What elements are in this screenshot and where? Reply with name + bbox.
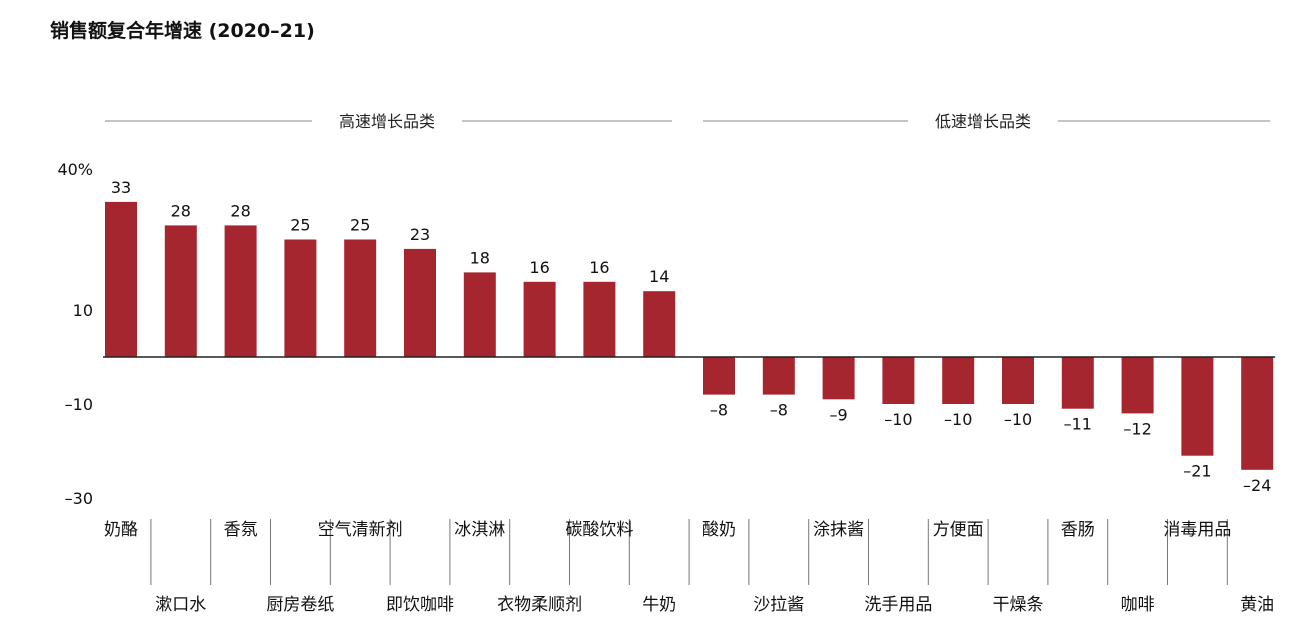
bar [1061, 357, 1094, 409]
bar [224, 225, 257, 357]
value-label: –10 [884, 410, 912, 429]
category-label: 漱口水 [155, 595, 206, 615]
value-label: –8 [710, 401, 728, 420]
value-label: –24 [1243, 476, 1271, 495]
bar [164, 225, 197, 357]
category-label: 即饮咖啡 [386, 595, 454, 615]
value-label: –10 [1004, 410, 1032, 429]
category-label: 酸奶 [702, 520, 736, 540]
category-label: 厨房卷纸 [266, 595, 334, 615]
y-tick-label: –30 [65, 489, 93, 508]
value-label: –12 [1123, 419, 1151, 438]
bar [643, 291, 676, 357]
category-label: 奶酪 [104, 520, 138, 540]
bar [1002, 357, 1034, 404]
bar [523, 281, 556, 357]
category-label: 咖啡 [1121, 595, 1155, 615]
bar [583, 281, 616, 357]
bar [762, 357, 795, 395]
bar [344, 239, 377, 357]
bar [1241, 357, 1274, 470]
value-label: 14 [649, 267, 669, 286]
value-label: 23 [410, 225, 430, 244]
bar [703, 357, 735, 395]
value-label: 28 [171, 201, 191, 220]
category-label: 香氛 [224, 520, 258, 540]
category-label: 空气清新剂 [318, 520, 403, 540]
chart-title: 销售额复合年增速 (2020–21) [50, 20, 315, 42]
value-label: 16 [589, 258, 609, 277]
category-label: 冰淇淋 [454, 520, 505, 540]
value-label: 28 [230, 201, 250, 220]
low-growth-group-label: 低速增长品类 [935, 112, 1031, 131]
high-growth-group-label: 高速增长品类 [339, 112, 435, 131]
value-label: 25 [350, 216, 370, 235]
value-label: 25 [290, 216, 310, 235]
value-label: 33 [111, 178, 131, 197]
value-labels: 33 28 28 25 25 23 18 16 16 14 –8 –8 –9 –10 –10 –10 –11 –1… [111, 178, 1272, 495]
category-label: 衣物柔顺剂 [497, 595, 582, 615]
bars [105, 201, 1274, 470]
y-tick-label: 40% [57, 160, 93, 179]
value-label: –8 [770, 401, 788, 420]
value-label: 18 [470, 248, 490, 267]
category-label: 香肠 [1061, 520, 1095, 540]
value-label: –11 [1064, 415, 1092, 434]
category-label: 干燥条 [993, 595, 1044, 615]
bar [105, 201, 137, 357]
category-label: 沙拉酱 [753, 595, 804, 615]
bar [822, 357, 855, 400]
bar [404, 248, 436, 357]
category-label: 牛奶 [642, 595, 676, 615]
category-label: 涂抹酱 [813, 520, 864, 540]
value-label: –21 [1183, 462, 1211, 481]
category-label: 黄油 [1240, 595, 1274, 615]
bar [284, 239, 317, 357]
category-separators [150, 519, 1228, 585]
bar [1181, 357, 1214, 456]
group-header-rules: 高速增长品类 低速增长品类 [105, 112, 1270, 131]
value-label: –9 [830, 405, 848, 424]
bar [942, 357, 975, 404]
category-label: 消毒用品 [1163, 520, 1231, 540]
value-label: –10 [944, 410, 972, 429]
category-label: 洗手用品 [864, 595, 932, 615]
y-axis-ticks: 40% 10 –10 –30 [57, 160, 93, 508]
category-label: 碳酸饮料 [565, 520, 633, 540]
category-label: 方便面 [933, 520, 984, 540]
y-tick-label: 10 [73, 301, 93, 320]
bar [1121, 357, 1154, 414]
bar [882, 357, 915, 404]
y-tick-label: –10 [65, 395, 93, 414]
bar [463, 272, 496, 357]
value-label: 16 [529, 258, 549, 277]
